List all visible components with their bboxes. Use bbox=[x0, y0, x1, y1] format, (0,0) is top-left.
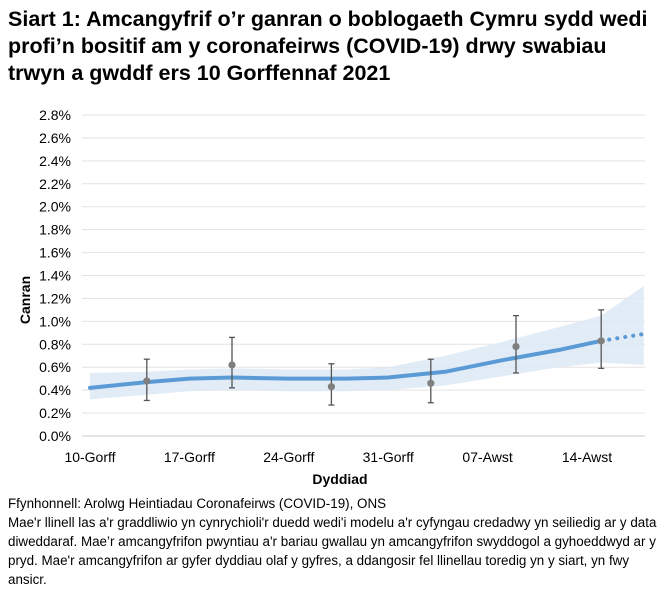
y-tick-label: 0.6% bbox=[39, 359, 71, 375]
chart-footer: Ffynhonnell: Arolwg Heintiadau Coronafei… bbox=[8, 494, 658, 589]
y-tick-label: 1.2% bbox=[39, 290, 71, 306]
y-tick-label: 2.2% bbox=[39, 176, 71, 192]
trend-line bbox=[88, 338, 604, 390]
y-tick-label: 1.6% bbox=[39, 245, 71, 261]
x-tick-label: 31-Gorff bbox=[363, 449, 414, 465]
x-tick-label: 24-Gorff bbox=[263, 449, 314, 465]
y-tick-label: 0.8% bbox=[39, 336, 71, 352]
y-tick-label: 2.6% bbox=[39, 130, 71, 146]
y-tick-label: 2.0% bbox=[39, 199, 71, 215]
point-estimate bbox=[143, 377, 151, 385]
chart-title: Siart 1: Amcangyfrif o’r ganran o boblog… bbox=[8, 7, 648, 85]
x-axis-label: Dyddiad bbox=[312, 471, 367, 487]
y-tick-label: 0.0% bbox=[39, 428, 71, 444]
y-tick-label: 1.0% bbox=[39, 313, 71, 329]
explanatory-note: Mae'r llinell las a'r graddliwio yn cynr… bbox=[8, 515, 657, 587]
source-note: Ffynhonnell: Arolwg Heintiadau Coronafei… bbox=[8, 496, 387, 511]
y-tick-label: 0.2% bbox=[39, 405, 71, 421]
x-tick-label: 10-Gorff bbox=[64, 449, 115, 465]
y-tick-label: 1.4% bbox=[39, 268, 71, 284]
point-estimate bbox=[228, 361, 236, 369]
point-estimate bbox=[597, 337, 605, 345]
x-tick-label: 07-Awst bbox=[462, 449, 512, 465]
chart-svg: Canran Dyddiad 0.0% 0.2% 0.4% 0.6% 0.8% 1.0% 1… bbox=[17, 107, 646, 487]
y-tick-label: 2.8% bbox=[39, 107, 71, 123]
y-tick-label: 0.4% bbox=[39, 382, 71, 398]
y-tick-label: 1.8% bbox=[39, 222, 71, 238]
credible-interval-band bbox=[90, 285, 644, 400]
point-estimate bbox=[427, 379, 435, 387]
trend-line-provisional bbox=[599, 331, 646, 343]
x-tick-label: 14-Awst bbox=[562, 449, 612, 465]
point-estimate bbox=[512, 342, 520, 351]
y-axis-label: Canran bbox=[17, 276, 33, 324]
x-tick-label: 17-Gorff bbox=[164, 449, 215, 465]
y-tick-label: 2.4% bbox=[39, 153, 71, 169]
point-estimate bbox=[327, 383, 335, 391]
